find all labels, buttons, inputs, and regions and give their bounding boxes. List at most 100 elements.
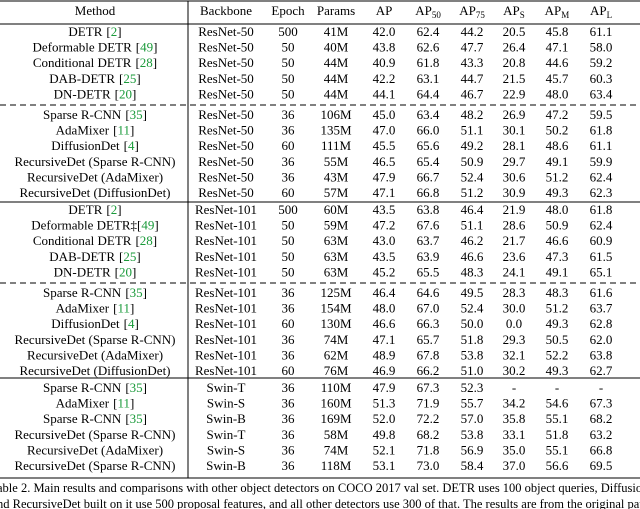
table-cell: 30.1 bbox=[503, 123, 526, 138]
table-cell: Swin-T bbox=[207, 427, 246, 442]
method-name: RecursiveDet (Sparse R-CNN) bbox=[14, 154, 175, 169]
table-cell: 63.9 bbox=[417, 249, 440, 264]
citation: [20] bbox=[115, 264, 137, 279]
citation: [49] bbox=[137, 218, 159, 233]
table-cell: 71.8 bbox=[417, 442, 440, 457]
method-cell: RecursiveDet (AdaMixer) bbox=[27, 347, 163, 362]
table-cell: 46.5 bbox=[373, 154, 396, 169]
header-text: AP bbox=[545, 3, 562, 18]
table-cell: 50 bbox=[282, 86, 295, 101]
table-cell: 21.9 bbox=[503, 202, 526, 217]
table-cell: 46.7 bbox=[461, 86, 484, 101]
table-cell: 47.3 bbox=[546, 249, 569, 264]
caption-line: nd RecursiveDet built on it use 500 prop… bbox=[0, 497, 640, 509]
table-cell: Swin-T bbox=[207, 380, 246, 395]
table-cell: 53.8 bbox=[461, 427, 484, 442]
table-cell: Swin-B bbox=[206, 411, 246, 426]
header-cell: AP bbox=[376, 3, 393, 18]
table-cell: 40.9 bbox=[373, 55, 396, 70]
table-cell: 62.6 bbox=[417, 40, 440, 55]
table-cell: 106M bbox=[320, 107, 352, 122]
table-cell: 48.0 bbox=[546, 86, 569, 101]
table-cell: 46.4 bbox=[461, 202, 484, 217]
table-cell: 65.4 bbox=[417, 154, 440, 169]
header-cell: Method bbox=[75, 3, 116, 18]
table-cell: 61.1 bbox=[590, 24, 613, 39]
table-cell: 51.2 bbox=[546, 169, 569, 184]
header-sub: 75 bbox=[476, 10, 486, 20]
table-cell: 51.1 bbox=[461, 218, 484, 233]
method-cell: Conditional DETR [28] bbox=[33, 55, 157, 70]
table-cell: 51.2 bbox=[461, 185, 484, 200]
table-cell: 50 bbox=[282, 40, 295, 55]
header-text: AP bbox=[590, 3, 607, 18]
citation: [28] bbox=[135, 55, 157, 70]
table-cell: 34.2 bbox=[503, 396, 526, 411]
method-name: DN-DETR bbox=[54, 86, 111, 101]
table-cell: 48.0 bbox=[373, 301, 396, 316]
table-cell: 44M bbox=[324, 71, 349, 86]
table-cell: 32.1 bbox=[503, 347, 526, 362]
table-cell: 45.8 bbox=[546, 24, 569, 39]
table-cell: 61.8 bbox=[417, 55, 440, 70]
header-sub: M bbox=[561, 10, 569, 20]
table-cell: ResNet-101 bbox=[195, 285, 257, 300]
header-cell: APS bbox=[503, 3, 525, 20]
table-cell: ResNet-101 bbox=[195, 332, 257, 347]
table-cell: 43.0 bbox=[373, 233, 396, 248]
table-cell: 52.0 bbox=[373, 411, 396, 426]
table-cell: 24.1 bbox=[503, 264, 526, 279]
table-cell: 50.0 bbox=[461, 316, 484, 331]
table-cell: 36 bbox=[282, 285, 296, 300]
table-cell: 67.3 bbox=[590, 396, 613, 411]
table-cell: 500 bbox=[278, 24, 298, 39]
method-cell: RecursiveDet (AdaMixer) bbox=[27, 169, 163, 184]
citation: [4] bbox=[124, 138, 139, 153]
table-cell: 46.6 bbox=[546, 233, 569, 248]
table-cell: 47.9 bbox=[373, 169, 396, 184]
table-cell: 63.7 bbox=[417, 233, 440, 248]
method-name: DETR bbox=[68, 24, 102, 39]
method-cell: Deformable DETR‡[49] bbox=[31, 218, 158, 233]
table-cell: 46.4 bbox=[373, 285, 396, 300]
table-cell: 67.8 bbox=[417, 347, 440, 362]
header-sub: S bbox=[520, 10, 525, 20]
table-cell: 48.2 bbox=[461, 107, 484, 122]
table-cell: 33.1 bbox=[503, 427, 526, 442]
table-cell: 36 bbox=[282, 154, 296, 169]
table-cell: 30.2 bbox=[503, 363, 526, 378]
table-cell: 0.0 bbox=[506, 316, 522, 331]
header-text: Backbone bbox=[200, 3, 252, 18]
table-cell: 52.3 bbox=[461, 380, 484, 395]
table-cell: 58.4 bbox=[461, 458, 484, 473]
table-cell: 42.2 bbox=[373, 71, 396, 86]
table-cell: 62.7 bbox=[590, 363, 613, 378]
table-cell: 62.4 bbox=[417, 24, 440, 39]
table-cell: 35.0 bbox=[503, 442, 526, 457]
table-cell: 66.3 bbox=[417, 316, 440, 331]
table-cell: 74M bbox=[324, 332, 349, 347]
table-cell: 21.5 bbox=[503, 71, 526, 86]
method-cell: DETR [2] bbox=[68, 202, 121, 217]
table-cell: 65.7 bbox=[417, 332, 440, 347]
method-name: Sparse R-CNN bbox=[43, 380, 122, 395]
table-cell: 51.1 bbox=[461, 123, 484, 138]
table-cell: 69.5 bbox=[590, 458, 613, 473]
method-name: Deformable DETR‡ bbox=[31, 218, 137, 233]
table-cell: 44.2 bbox=[461, 24, 484, 39]
method-name: AdaMixer bbox=[56, 123, 110, 138]
method-cell: DAB-DETR [25] bbox=[49, 71, 140, 86]
method-cell: RecursiveDet (Sparse R-CNN) bbox=[14, 458, 175, 473]
table-cell: 60M bbox=[324, 202, 349, 217]
table-cell: 60.3 bbox=[590, 71, 613, 86]
table-cell: ResNet-50 bbox=[198, 107, 254, 122]
table-cell: Swin-S bbox=[207, 442, 245, 457]
table-cell: 57.0 bbox=[461, 411, 484, 426]
method-name: DN-DETR bbox=[54, 264, 111, 279]
table-cell: 49.1 bbox=[546, 264, 569, 279]
table-cell: 43.5 bbox=[373, 202, 396, 217]
citation: [28] bbox=[135, 233, 157, 248]
table-cell: ResNet-50 bbox=[198, 40, 254, 55]
method-cell: Sparse R-CNN [35] bbox=[43, 411, 147, 426]
table-cell: 22.9 bbox=[503, 86, 526, 101]
